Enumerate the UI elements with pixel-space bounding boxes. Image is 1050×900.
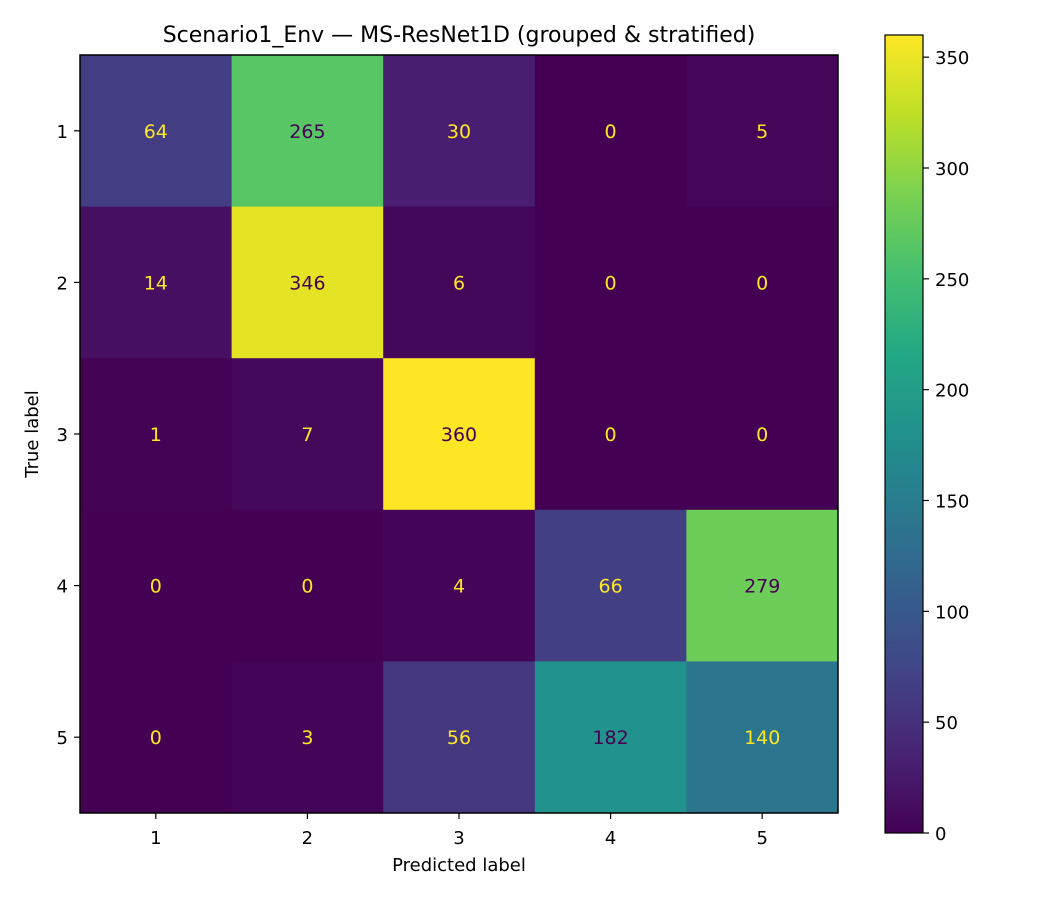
colorbar-tick-label: 100 <box>935 602 969 623</box>
colorbar-tick-label: 50 <box>935 713 958 734</box>
matrix-cell <box>80 509 233 662</box>
colorbar-tick-label: 150 <box>935 492 969 513</box>
cell-value-label: 0 <box>756 424 768 446</box>
matrix-cell <box>383 55 536 208</box>
cell-value-label: 0 <box>150 576 162 598</box>
colorbar-tick-label: 0 <box>935 824 946 845</box>
matrix-cell <box>231 55 384 208</box>
cell-value-label: 7 <box>301 424 313 446</box>
matrix-cell <box>686 55 839 208</box>
colorbar-tick-label: 300 <box>935 159 969 180</box>
matrix-cell <box>686 509 839 662</box>
cell-value-label: 140 <box>744 727 780 749</box>
colorbar-gradient <box>885 35 923 833</box>
y-axis-label: True label <box>22 390 43 479</box>
cell-value-label: 0 <box>150 727 162 749</box>
y-tick-label: 4 <box>57 577 68 598</box>
colorbar-tick-label: 350 <box>935 48 969 69</box>
cell-value-label: 4 <box>453 576 465 598</box>
x-tick-label: 5 <box>756 828 767 849</box>
matrix-cell <box>80 661 233 814</box>
y-tick-label: 5 <box>57 728 68 749</box>
matrix-cells <box>80 55 839 814</box>
y-tick-label: 1 <box>57 122 68 143</box>
cell-value-label: 64 <box>144 121 168 143</box>
cell-value-label: 360 <box>441 424 477 446</box>
cell-value-label: 0 <box>605 272 617 294</box>
matrix-cell <box>534 509 687 662</box>
y-tick-label: 2 <box>57 273 68 294</box>
cell-value-label: 66 <box>599 576 623 598</box>
cell-value-label: 30 <box>447 121 471 143</box>
matrix-cell <box>231 206 384 359</box>
y-tick-label: 3 <box>57 425 68 446</box>
matrix-cell <box>383 206 536 359</box>
cell-value-label: 14 <box>144 272 168 294</box>
matrix-cell <box>686 358 839 511</box>
cell-value-label: 0 <box>605 121 617 143</box>
matrix-cell <box>231 358 384 511</box>
x-tick-label: 2 <box>302 828 313 849</box>
matrix-cell <box>231 509 384 662</box>
cell-value-label: 182 <box>592 727 628 749</box>
chart-title: Scenario1_Env — MS-ResNet1D (grouped & s… <box>163 23 756 48</box>
matrix-cell <box>534 661 687 814</box>
cell-labels: 64 265 30 0 5 14 346 6 0 0 1 7 360 0 0 0 0 4 66 279 0 3 56 182 1… <box>144 121 781 749</box>
cell-value-label: 56 <box>447 727 471 749</box>
matrix-cell <box>383 661 536 814</box>
cell-value-label: 6 <box>453 272 465 294</box>
x-tick-label: 3 <box>453 828 464 849</box>
cell-value-label: 5 <box>756 121 768 143</box>
matrix-cell <box>383 509 536 662</box>
colorbar-tick-label: 250 <box>935 270 969 291</box>
y-axis-ticks: 1 2 3 4 5 <box>57 122 80 749</box>
cell-value-label: 279 <box>744 576 780 598</box>
cell-value-label: 346 <box>289 272 325 294</box>
cell-value-label: 3 <box>301 727 313 749</box>
x-axis-ticks: 1 2 3 4 5 <box>150 813 768 849</box>
x-tick-label: 1 <box>150 828 161 849</box>
colorbar-ticks: 0 50 100 150 200 250 300 350 <box>923 48 969 845</box>
matrix-cell <box>534 358 687 511</box>
matrix-cell <box>686 661 839 814</box>
matrix-cell <box>534 206 687 359</box>
matrix-cell <box>80 358 233 511</box>
cell-value-label: 0 <box>301 576 313 598</box>
cell-value-label: 1 <box>150 424 162 446</box>
x-tick-label: 4 <box>605 828 616 849</box>
matrix-cell <box>80 206 233 359</box>
cell-value-label: 265 <box>289 121 325 143</box>
matrix-cell <box>80 55 233 208</box>
matrix-cell <box>383 358 536 511</box>
matrix-cell <box>231 661 384 814</box>
colorbar-tick-label: 200 <box>935 381 969 402</box>
cell-value-label: 0 <box>756 272 768 294</box>
cell-value-label: 0 <box>605 424 617 446</box>
x-axis-label: Predicted label <box>392 855 526 876</box>
colorbar-frame <box>884 34 924 834</box>
matrix-cell <box>534 55 687 208</box>
matrix-cell <box>686 206 839 359</box>
